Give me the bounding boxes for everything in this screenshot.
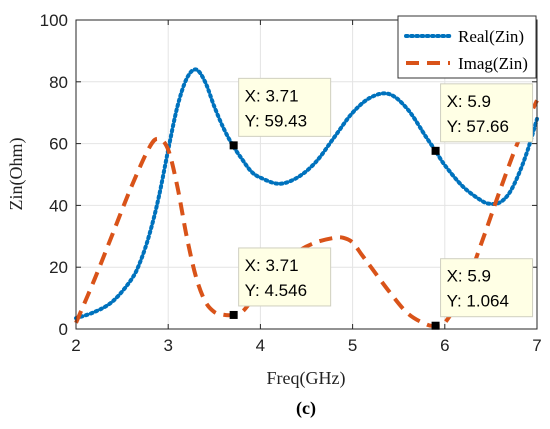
datatip-y-label-2: Y: 4.546 [245,281,307,300]
tick-labels: 2 3 4 5 6 7 0 20 40 60 80 100 [40,11,542,355]
y-tick-label-0: 0 [59,320,68,339]
datatip-y-label-0: Y: 59.43 [245,111,307,130]
y-axis-label: Zin(Ohm) [6,138,27,211]
y-tick-label-5: 100 [40,11,68,30]
x-tick-label-3: 5 [348,336,357,355]
y-tick-label-2: 40 [49,196,68,215]
datatip-y-label-1: Y: 57.66 [447,117,509,136]
datatip-x-label-3: X: 5.9 [447,267,491,286]
datatip-2: X: 3.71 Y: 4.546 [229,247,332,319]
datatip-3: X: 5.9 Y: 1.064 [431,258,534,330]
axes-frame [75,19,538,330]
y-tick-label-4: 80 [49,73,68,92]
datatip-x-label-1: X: 5.9 [447,92,491,111]
figure-caption: (c) [296,398,316,419]
y-tick-label-3: 60 [49,135,68,154]
x-tick-label-0: 2 [71,336,80,355]
datatip-box-0 [238,77,332,137]
series-line-real [74,67,539,321]
y-tick-label-1: 20 [49,258,68,277]
legend-label-imag: Imag(Zin) [458,54,528,73]
datatip-box-1 [440,83,534,143]
datatip-x-label-0: X: 3.71 [245,86,299,105]
legend-box [397,15,537,79]
datatip-marker-1 [431,146,440,155]
x-tick-label-4: 6 [440,336,449,355]
datatip-y-label-3: Y: 1.064 [447,292,509,311]
x-tick-label-2: 4 [256,336,265,355]
datatip-1: X: 5.9 Y: 57.66 [431,83,534,155]
x-tick-label-1: 3 [163,336,172,355]
datatip-box-3 [440,258,534,318]
datatip-marker-0 [229,141,238,150]
legend-label-real: Real(Zin) [458,27,524,46]
datatip-marker-3 [431,321,440,330]
datatip-layer: X: 3.71 Y: 59.43 X: 5.9 Y: 57.66 X: 3.71 Y: 4… [229,77,534,330]
datatip-0: X: 3.71 Y: 59.43 [229,77,332,150]
x-axis-label: Freq(GHz) [267,368,346,389]
axes-box [75,19,538,330]
legend: Real(Zin) Imag(Zin) [397,15,537,79]
datatip-marker-2 [229,310,238,319]
datatip-box-2 [238,247,332,307]
x-tick-label-5: 7 [532,336,541,355]
datatip-x-label-2: X: 3.71 [245,256,299,275]
